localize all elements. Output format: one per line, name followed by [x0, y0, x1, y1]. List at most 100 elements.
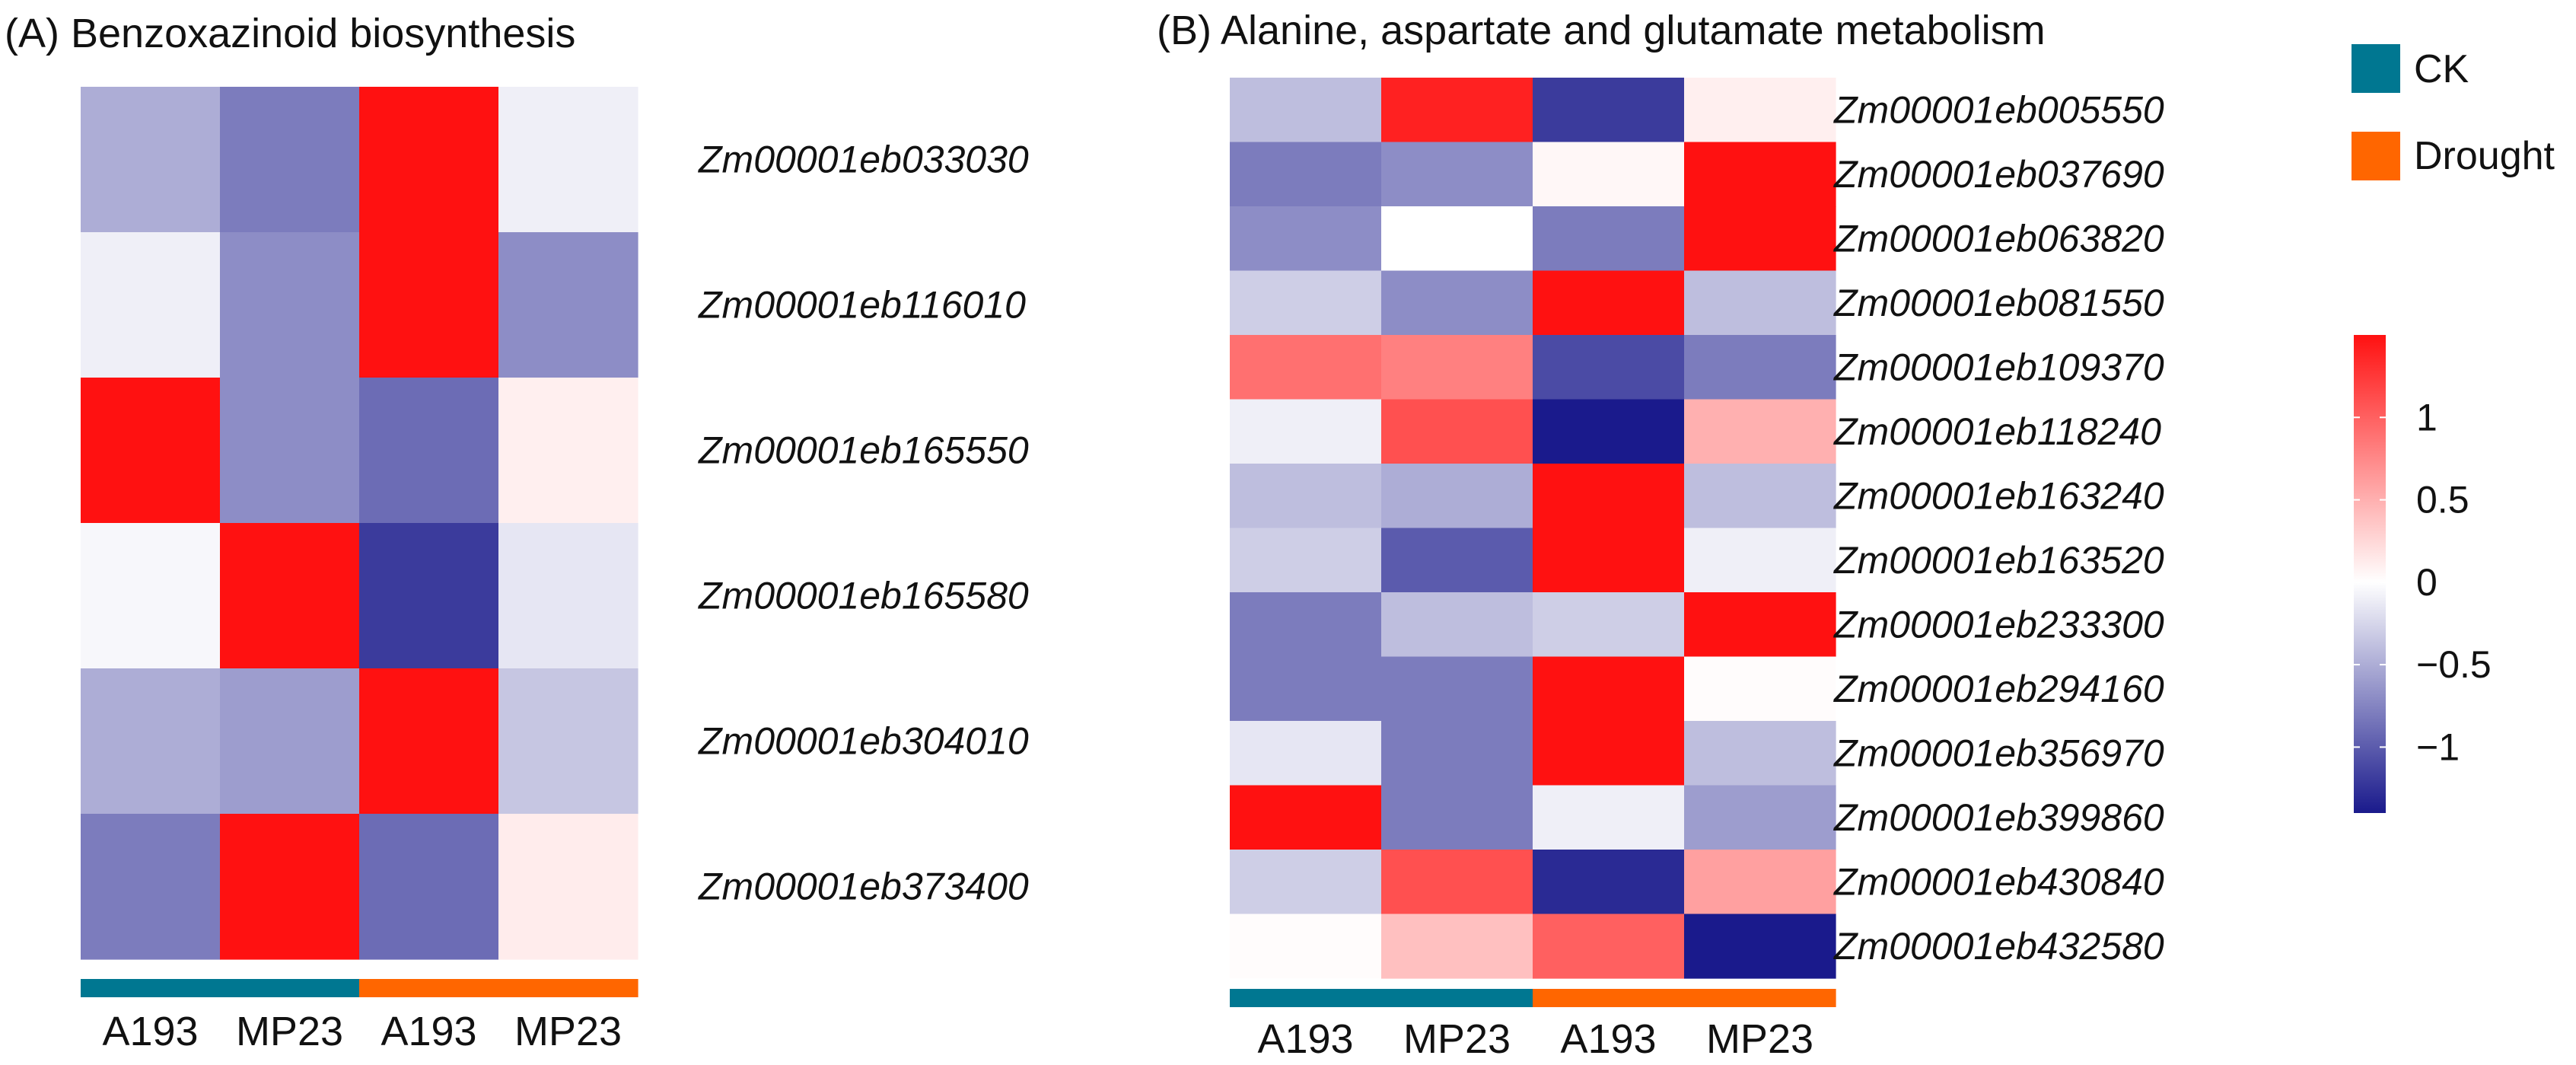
color-scale-bar: 1 0.5 0 −0.5 −1 [2354, 335, 2492, 813]
heatmap-cell [1230, 656, 1382, 722]
heatmap-cell [81, 668, 221, 815]
color-scale-gradient [2354, 335, 2386, 813]
row-label: Zm00001eb163520 [1833, 539, 2164, 582]
heatmap-cell [1533, 785, 1685, 850]
row-label: Zm00001eb118240 [1833, 410, 2161, 453]
panel-b-group-bar [1230, 989, 1836, 1007]
color-scale-tick-label: 0 [2416, 561, 2437, 604]
heatmap-cell [1533, 850, 1685, 915]
heatmap-cell [1684, 592, 1836, 658]
row-label: Zm00001eb063820 [1833, 217, 2164, 260]
heatmap-cell [1684, 142, 1836, 207]
heatmap-cell [1230, 592, 1382, 658]
heatmap-cell [1684, 206, 1836, 272]
heatmap-cell [359, 232, 499, 378]
row-label: Zm00001eb163240 [1833, 474, 2164, 517]
heatmap-cell [1230, 528, 1382, 593]
group-bar-segment [1381, 989, 1533, 1007]
heatmap-cell [1381, 785, 1533, 850]
heatmap-cell [1684, 785, 1836, 850]
heatmap-cell [1533, 142, 1685, 207]
heatmap-cell [1684, 850, 1836, 915]
heatmap-cell [498, 523, 638, 669]
panel-b-column-labels: A193 MP23 A193 MP23 [1257, 1016, 1813, 1062]
row-label: Zm00001eb005550 [1833, 88, 2164, 131]
column-label: MP23 [1706, 1016, 1813, 1062]
color-scale-ticks: 1 0.5 0 −0.5 −1 [2354, 396, 2492, 768]
panel-b-title: (B) Alanine, aspartate and glutamate met… [1157, 8, 2046, 53]
heatmap-cell [359, 814, 499, 960]
heatmap-cell [220, 87, 360, 233]
legend-swatch-ck [2352, 44, 2400, 93]
heatmap-cell [1381, 335, 1533, 400]
heatmap-cell [1533, 78, 1685, 143]
heatmap-cell [1684, 399, 1836, 464]
heatmap-cell [81, 814, 221, 960]
heatmap-cell [1533, 721, 1685, 786]
heatmap-cell [1381, 78, 1533, 143]
heatmap-cell [1381, 914, 1533, 979]
heatmap-cell [1230, 850, 1382, 915]
heatmap-cell [1533, 656, 1685, 722]
heatmap-cell [1230, 78, 1382, 143]
panel-b-row-labels: Zm00001eb005550 Zm00001eb037690 Zm00001eb0… [1833, 88, 2164, 968]
column-label: MP23 [1403, 1016, 1511, 1062]
heatmap-cell [1230, 464, 1382, 529]
heatmap-cell [1533, 528, 1685, 593]
heatmap-cell [1381, 142, 1533, 207]
panel-a-cells [81, 87, 638, 960]
heatmap-cell [1230, 206, 1382, 272]
heatmap-cell [220, 378, 360, 524]
heatmap-cell [1684, 721, 1836, 786]
group-bar-segment [81, 979, 221, 997]
row-label: Zm00001eb304010 [698, 720, 1029, 763]
heatmap-panel-a: (A) Benzoxazinoid biosynthesis Zm00001eb… [5, 11, 1029, 1054]
heatmap-cell [81, 378, 221, 524]
column-label: MP23 [236, 1009, 343, 1054]
heatmap-cell [359, 523, 499, 669]
heatmap-cell [498, 378, 638, 524]
heatmap-cell [498, 232, 638, 378]
panel-a-column-labels: A193 MP23 A193 MP23 [102, 1009, 622, 1054]
heatmap-cell [1533, 914, 1685, 979]
group-bar-segment [220, 979, 360, 997]
color-scale-tick-label: 0.5 [2416, 479, 2469, 521]
row-label: Zm00001eb081550 [1833, 282, 2164, 324]
heatmap-cell [1381, 528, 1533, 593]
group-legend: CK Drought [2352, 44, 2555, 180]
legend-swatch-drought [2352, 132, 2400, 180]
row-label: Zm00001eb116010 [698, 284, 1026, 327]
row-label: Zm00001eb430840 [1833, 860, 2164, 903]
heatmap-cell [81, 87, 221, 233]
heatmap-cell [1684, 464, 1836, 529]
heatmap-cell [1684, 914, 1836, 979]
heatmap-cell [220, 668, 360, 815]
group-bar-segment [1230, 989, 1382, 1007]
color-scale-tick-label: −0.5 [2416, 643, 2492, 686]
heatmap-cell [1230, 270, 1382, 336]
group-bar-segment [1533, 989, 1685, 1007]
heatmap-cell [1684, 335, 1836, 400]
heatmap-cell [81, 523, 221, 669]
row-label: Zm00001eb037690 [1833, 153, 2164, 196]
heatmap-cell [81, 232, 221, 378]
column-label: MP23 [514, 1009, 622, 1054]
heatmap-cell [1230, 399, 1382, 464]
row-label: Zm00001eb294160 [1833, 668, 2164, 710]
heatmap-cell [1230, 142, 1382, 207]
heatmap-cell [1533, 592, 1685, 658]
heatmap-cell [359, 378, 499, 524]
heatmap-cell [1230, 914, 1382, 979]
row-label: Zm00001eb109370 [1833, 346, 2164, 388]
panel-b-cells [1230, 78, 1836, 979]
heatmap-cell [498, 87, 638, 233]
heatmap-cell [1684, 78, 1836, 143]
heatmap-cell [1381, 721, 1533, 786]
heatmap-cell [1533, 270, 1685, 336]
heatmap-cell [498, 814, 638, 960]
heatmap-cell [220, 523, 360, 669]
heatmap-cell [220, 814, 360, 960]
heatmap-cell [1684, 656, 1836, 722]
heatmap-cell [1381, 464, 1533, 529]
